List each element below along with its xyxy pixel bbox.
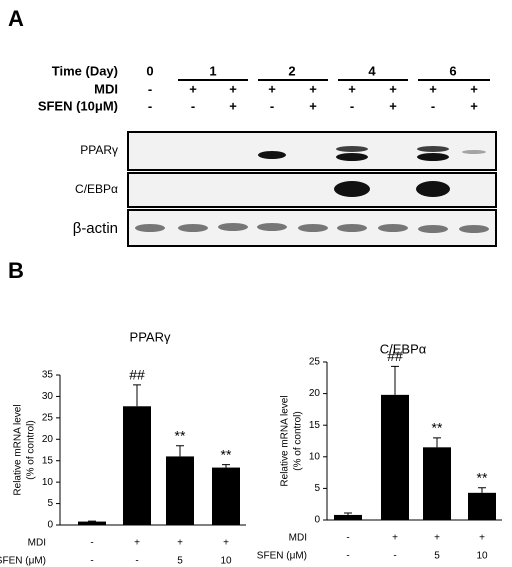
row-label: SFEN (μM) xyxy=(257,551,307,562)
condition: 10 xyxy=(476,551,488,562)
y-axis-label: Relative mRNA level xyxy=(280,395,291,486)
y-tick-label: 30 xyxy=(42,391,54,402)
significance: ** xyxy=(221,446,232,462)
condition: + xyxy=(479,533,485,544)
y-axis-label: (% of control) xyxy=(26,420,37,479)
condition: 5 xyxy=(434,551,440,562)
row-label: MDI xyxy=(94,81,118,96)
lane-sign: + xyxy=(348,81,356,96)
row-label: Time (Day) xyxy=(52,63,118,78)
bar xyxy=(212,467,240,525)
blot-label: PPARγ xyxy=(80,143,118,157)
bands xyxy=(135,146,489,233)
y-tick-label: 5 xyxy=(47,498,53,509)
lane-sign: + xyxy=(389,98,397,113)
significance: ** xyxy=(477,469,488,485)
y-tick-label: 20 xyxy=(309,388,321,399)
lane-sign: - xyxy=(350,98,354,113)
lane-sign: + xyxy=(268,81,276,96)
row-label: SFEN (10μM) xyxy=(38,98,118,113)
bar xyxy=(334,514,362,520)
condition: + xyxy=(392,533,398,544)
lane-sign: - xyxy=(148,81,152,96)
time-label: 0 xyxy=(146,63,153,78)
lane-sign: + xyxy=(309,81,317,96)
y-tick-label: 0 xyxy=(314,515,320,526)
error-bar xyxy=(222,464,230,468)
lane-sign: - xyxy=(148,98,152,113)
significance: ## xyxy=(387,348,403,364)
y-tick-label: 35 xyxy=(42,370,54,381)
panel-label: B xyxy=(8,258,24,283)
condition: - xyxy=(346,533,349,544)
time-label: 6 xyxy=(449,63,456,78)
lane-sign: + xyxy=(389,81,397,96)
lane-sign: + xyxy=(429,81,437,96)
lane-sign: + xyxy=(309,98,317,113)
error-bar xyxy=(344,512,352,515)
condition: + xyxy=(177,538,183,549)
significance: ## xyxy=(129,367,145,383)
error-bar xyxy=(478,487,486,493)
y-tick-label: 20 xyxy=(42,434,54,445)
condition: 5 xyxy=(177,556,183,567)
blot-label: β-actin xyxy=(73,220,118,237)
lane-sign: - xyxy=(270,98,274,113)
lane-sign: + xyxy=(229,81,237,96)
chart-title: C/EBPα xyxy=(380,341,427,356)
chart-title: PPARγ xyxy=(130,329,171,344)
time-label: 4 xyxy=(368,63,376,78)
bar xyxy=(166,456,194,525)
error-bar xyxy=(391,365,399,395)
condition: - xyxy=(393,551,396,562)
error-bar xyxy=(176,445,184,457)
y-axis-label: (% of control) xyxy=(293,411,304,470)
blot-label: C/EBPα xyxy=(75,182,118,196)
condition: 10 xyxy=(220,556,232,567)
condition: + xyxy=(434,533,440,544)
condition: - xyxy=(346,551,349,562)
significance: ** xyxy=(432,420,443,436)
row-label: SFEN (μM) xyxy=(0,556,46,567)
y-tick-label: 15 xyxy=(309,420,321,431)
row-label: MDI xyxy=(28,538,46,549)
y-tick-label: 25 xyxy=(309,357,321,368)
y-tick-label: 25 xyxy=(42,412,54,423)
lane-sign: + xyxy=(470,98,478,113)
condition: - xyxy=(90,556,93,567)
bar xyxy=(123,406,151,525)
lane-sign: + xyxy=(470,81,478,96)
lane-sign: - xyxy=(431,98,435,113)
significance: ** xyxy=(175,427,186,443)
y-axis-label: Relative mRNA level xyxy=(13,404,24,495)
bar xyxy=(423,447,451,520)
bar xyxy=(78,521,106,525)
time-label: 1 xyxy=(209,63,216,78)
y-tick-label: 10 xyxy=(309,451,321,462)
panel-label: A xyxy=(8,6,24,31)
condition: - xyxy=(135,556,138,567)
y-tick-label: 5 xyxy=(314,483,320,494)
bar xyxy=(381,394,409,520)
condition: + xyxy=(223,538,229,549)
row-label: MDI xyxy=(289,533,307,544)
bar xyxy=(468,492,496,520)
y-tick-label: 0 xyxy=(47,520,53,531)
y-tick-label: 15 xyxy=(42,455,54,466)
error-bar xyxy=(433,437,441,448)
time-label: 2 xyxy=(288,63,295,78)
lane-sign: - xyxy=(191,98,195,113)
lane-sign: + xyxy=(229,98,237,113)
condition: + xyxy=(134,538,140,549)
y-tick-label: 10 xyxy=(42,477,54,488)
error-bar xyxy=(133,384,141,407)
condition: - xyxy=(90,538,93,549)
lane-sign: + xyxy=(189,81,197,96)
